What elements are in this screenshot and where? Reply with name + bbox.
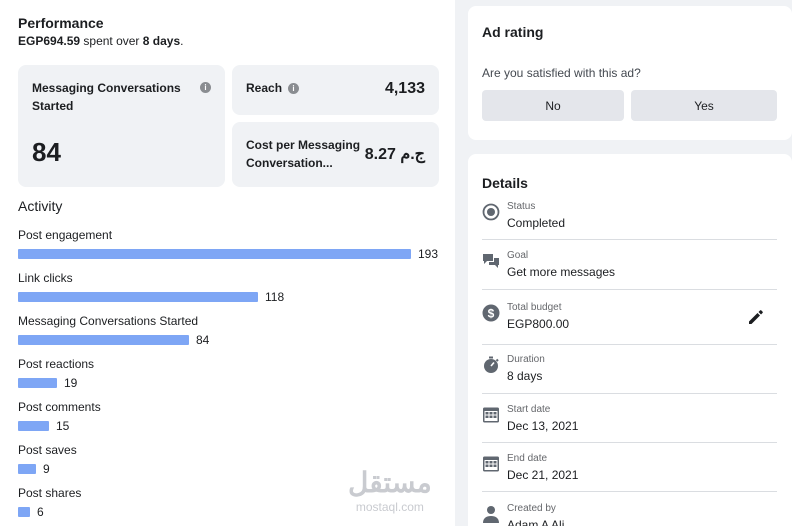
detail-label: Created by	[507, 503, 556, 514]
info-icon[interactable]: i	[288, 83, 300, 95]
detail-value: EGP800.00	[507, 317, 570, 331]
activity-label: Messaging Conversations Started	[18, 314, 199, 328]
activity-bar	[18, 420, 49, 431]
performance-panel: Performance EGP694.59 spent over 8 days.…	[0, 0, 455, 526]
calendar-icon	[483, 407, 499, 423]
chat-bubbles-icon	[483, 254, 499, 268]
divider	[482, 491, 777, 492]
activity-label: Post shares	[18, 486, 82, 500]
activity-row: Post comments 15	[18, 400, 448, 433]
activity-bar	[18, 291, 258, 302]
activity-value: 6	[37, 504, 44, 519]
detail-label: Status	[507, 201, 536, 212]
activity-bar-row: 84	[18, 332, 448, 347]
detail-value: Dec 21, 2021	[507, 468, 579, 482]
metric-label-reach: Reach	[246, 81, 283, 95]
activity-bar-row: 19	[18, 375, 448, 390]
metric-label-cost: Cost per Messaging Conversation...	[246, 138, 361, 170]
metric-value-cost: 8.27 ج.م	[364, 146, 425, 163]
activity-row: Post saves 9	[18, 443, 448, 476]
detail-label: Goal	[507, 250, 529, 261]
watermark-arabic: مستقل	[348, 467, 432, 498]
stopwatch-icon	[484, 356, 499, 373]
detail-value: Dec 13, 2021	[507, 419, 579, 433]
metric-card-reach: Reach i 4,133	[232, 65, 439, 115]
activity-bar	[18, 377, 57, 388]
spent-middle-text: spent over	[83, 34, 140, 48]
metric-value-reach: 4,133	[384, 80, 425, 97]
details-title: Details	[482, 175, 528, 191]
activity-bar-row: 193	[18, 246, 448, 261]
info-icon[interactable]: i	[200, 82, 211, 93]
detail-value: 8 days	[507, 369, 543, 383]
watermark: مستقل mostaql.com	[348, 467, 432, 515]
detail-value: Get more messages	[507, 265, 616, 279]
activity-row: Messaging Conversations Started 84	[18, 314, 448, 347]
no-button[interactable]: No	[482, 90, 624, 121]
person-icon	[483, 506, 499, 523]
detail-label: End date	[507, 453, 548, 464]
spent-end-text: .	[180, 34, 184, 48]
svg-text:$: $	[488, 307, 495, 321]
activity-title: Activity	[18, 198, 63, 214]
activity-bar-row: 6	[18, 504, 448, 519]
spent-amount: EGP694.59	[18, 34, 81, 48]
divider	[482, 393, 777, 394]
activity-bar	[18, 463, 36, 474]
activity-value: 193	[418, 246, 439, 261]
divider	[482, 239, 777, 240]
activity-value: 118	[265, 289, 285, 304]
detail-label: Total budget	[507, 302, 562, 313]
yes-button[interactable]: Yes	[631, 90, 777, 121]
metric-value-messaging: 84	[32, 137, 61, 167]
metric-card-messaging: Messaging Conversations Started i 84	[18, 65, 225, 187]
ad-rating-title: Ad rating	[482, 24, 544, 40]
metric-label-messaging: Messaging Conversations Started	[32, 81, 181, 113]
activity-bar	[18, 248, 411, 259]
detail-label: Duration	[507, 354, 545, 365]
activity-row: Post shares 6	[18, 486, 448, 519]
performance-title: Performance	[18, 15, 104, 31]
activity-bar-row: 118	[18, 289, 448, 304]
divider	[482, 442, 777, 443]
activity-bar	[18, 334, 189, 345]
details-card: Details Status Completed Goal Get more m…	[468, 154, 792, 526]
detail-value: Completed	[507, 216, 566, 230]
metric-label-reach-wrap: Reach i	[246, 79, 300, 97]
activity-row: Post reactions 19	[18, 357, 448, 390]
activity-label: Post comments	[18, 400, 101, 414]
activity-label: Post saves	[18, 443, 77, 457]
activity-value: 84	[196, 332, 210, 347]
activity-label: Link clicks	[18, 271, 73, 285]
detail-label: Start date	[507, 404, 551, 415]
activity-label: Post reactions	[18, 357, 95, 371]
activity-bar	[18, 506, 30, 517]
activity-bar-row: 15	[18, 418, 448, 433]
metric-card-cost: Cost per Messaging Conversation... 8.27 …	[232, 122, 439, 187]
divider	[482, 289, 777, 290]
spent-days: 8 days	[142, 34, 181, 48]
activity-row: Link clicks 118	[18, 271, 448, 304]
status-radio-icon	[482, 203, 500, 221]
activity-value: 19	[64, 375, 78, 390]
activity-value: 15	[56, 418, 70, 433]
pencil-edit-icon[interactable]	[747, 308, 765, 326]
ad-rating-question: Are you satisfied with this ad?	[482, 66, 641, 80]
detail-value: Adam A Ali	[507, 518, 565, 526]
dollar-coin-icon: $	[482, 304, 500, 322]
activity-row: Post engagement 193	[18, 228, 448, 261]
calendar-icon	[483, 456, 499, 472]
divider	[482, 344, 777, 345]
performance-spend-summary: EGP694.59 spent over 8 days.	[18, 34, 183, 48]
activity-bar-row: 9	[18, 461, 448, 476]
ad-rating-card: Ad rating Are you satisfied with this ad…	[468, 6, 792, 140]
activity-value: 9	[43, 461, 50, 476]
watermark-latin: mostaql.com	[355, 500, 424, 514]
activity-label: Post engagement	[18, 228, 113, 242]
